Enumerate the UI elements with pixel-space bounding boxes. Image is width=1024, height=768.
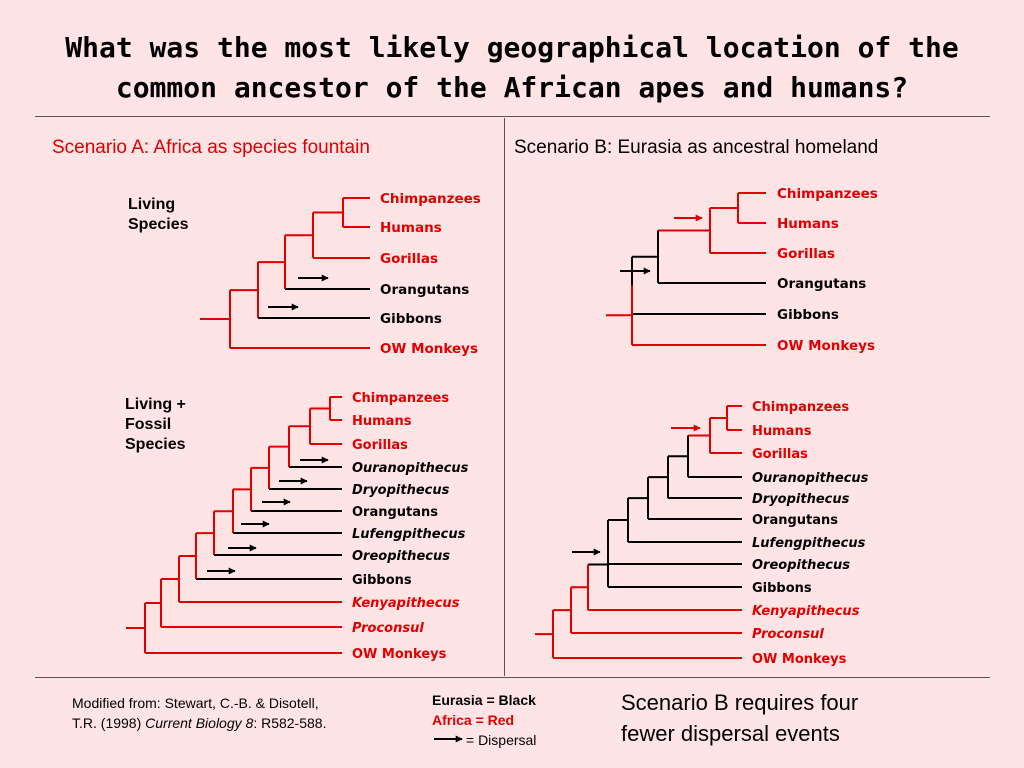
taxon-label-ow-monkeys: OW Monkeys: [752, 652, 847, 667]
living-species-label: Living Species: [128, 195, 188, 235]
taxon-label-ouranopithecus: Ouranopithecus: [352, 461, 469, 476]
taxon-label-chimpanzees: Chimpanzees: [777, 186, 878, 202]
legend-dispersal: = Dispersal: [466, 732, 537, 748]
color-legend: Eurasia = Black Africa = Red = Dispersal: [432, 690, 536, 750]
taxon-label-ouranopithecus: Ouranopithecus: [752, 471, 869, 486]
taxon-label-gibbons: Gibbons: [352, 573, 412, 588]
living-label-line-1: Living: [128, 196, 176, 213]
living-label-line-2: Species: [128, 216, 189, 233]
reference-journal: Current Biology 8: [145, 715, 254, 731]
taxon-label-gorillas: Gorillas: [752, 447, 808, 462]
legend-africa: Africa = Red: [432, 712, 515, 728]
taxon-label-chimpanzees: Chimpanzees: [752, 400, 849, 415]
taxon-label-kenyapithecus: Kenyapithecus: [752, 604, 860, 619]
fossil-species-label: Living + Fossil Species: [125, 395, 186, 455]
conclusion-text: Scenario B requires four fewer dispersal…: [621, 687, 858, 749]
tree-scenario-a-living: Chimpanzees Humans Gorillas Orangutans Gibbo…: [200, 191, 481, 357]
reference-authors-year: T.R. (1998): [72, 715, 146, 731]
taxon-label-gorillas: Gorillas: [352, 438, 408, 453]
tree-scenario-b-fossil: Chimpanzees Humans Gorillas Ouranopithecus D…: [535, 400, 869, 667]
reference-line-2: T.R. (1998) Current Biology 8: R582-588.: [72, 713, 326, 733]
reference-pages: : R582-588.: [253, 715, 327, 731]
taxon-label-dryopithecus: Dryopithecus: [352, 483, 450, 498]
taxon-label-gorillas: Gorillas: [777, 246, 835, 262]
taxon-label-gorillas: Gorillas: [380, 251, 438, 267]
bottom-divider: [35, 677, 990, 678]
fossil-label-line-3: Species: [125, 436, 186, 453]
taxon-label-humans: Humans: [380, 220, 442, 236]
taxon-label-humans: Humans: [777, 216, 839, 232]
reference-citation: Modified from: Stewart, C.-B. & Disotell…: [72, 693, 326, 733]
taxon-label-proconsul: Proconsul: [752, 627, 824, 642]
legend-eurasia: Eurasia = Black: [432, 692, 536, 708]
page-title: What was the most likely geographical lo…: [0, 28, 1024, 108]
taxon-label-orangutans: Orangutans: [752, 513, 838, 528]
scenario-a-heading: Scenario A: Africa as species fountain: [52, 137, 370, 158]
taxon-label-gibbons: Gibbons: [380, 311, 442, 327]
title-line-1: What was the most likely geographical lo…: [65, 31, 959, 64]
fossil-label-line-2: Fossil: [125, 416, 172, 433]
taxon-label-oreopithecus: Oreopithecus: [352, 549, 450, 564]
taxon-label-proconsul: Proconsul: [352, 621, 424, 636]
taxon-label-ow-monkeys: OW Monkeys: [380, 341, 478, 357]
taxon-label-oreopithecus: Oreopithecus: [752, 558, 850, 573]
taxon-label-ow-monkeys: OW Monkeys: [777, 338, 875, 354]
taxon-label-dryopithecus: Dryopithecus: [752, 492, 850, 507]
scenario-b-heading: Scenario B: Eurasia as ancestral homelan…: [514, 137, 879, 158]
conclusion-line-1: Scenario B requires four: [621, 690, 859, 715]
taxon-label-orangutans: Orangutans: [777, 276, 866, 292]
taxon-label-lufengpithecus: Lufengpithecus: [352, 527, 466, 542]
tree-scenario-b-living: Chimpanzees Humans Gorillas Orangutans Gibbo…: [606, 186, 878, 354]
reference-line-1: Modified from: Stewart, C.-B. & Disotell…: [72, 695, 319, 711]
center-divider: [504, 118, 505, 676]
fossil-label-line-1: Living +: [125, 396, 186, 413]
taxon-label-ow-monkeys: OW Monkeys: [352, 647, 447, 662]
taxon-label-gibbons: Gibbons: [752, 581, 812, 596]
taxon-label-chimpanzees: Chimpanzees: [352, 391, 449, 406]
title-line-2: common ancestor of the African apes and …: [115, 71, 909, 104]
taxon-label-chimpanzees: Chimpanzees: [380, 191, 481, 207]
taxon-label-humans: Humans: [352, 414, 412, 429]
top-divider: [35, 116, 990, 117]
taxon-label-lufengpithecus: Lufengpithecus: [752, 536, 866, 551]
conclusion-line-2: fewer dispersal events: [621, 721, 840, 746]
tree-scenario-a-fossil: Chimpanzees Humans Gorillas Ouranopithecus D…: [126, 391, 469, 662]
taxon-label-orangutans: Orangutans: [380, 282, 469, 298]
taxon-label-gibbons: Gibbons: [777, 307, 839, 323]
taxon-label-kenyapithecus: Kenyapithecus: [352, 596, 460, 611]
taxon-label-humans: Humans: [752, 424, 812, 439]
taxon-label-orangutans: Orangutans: [352, 505, 438, 520]
